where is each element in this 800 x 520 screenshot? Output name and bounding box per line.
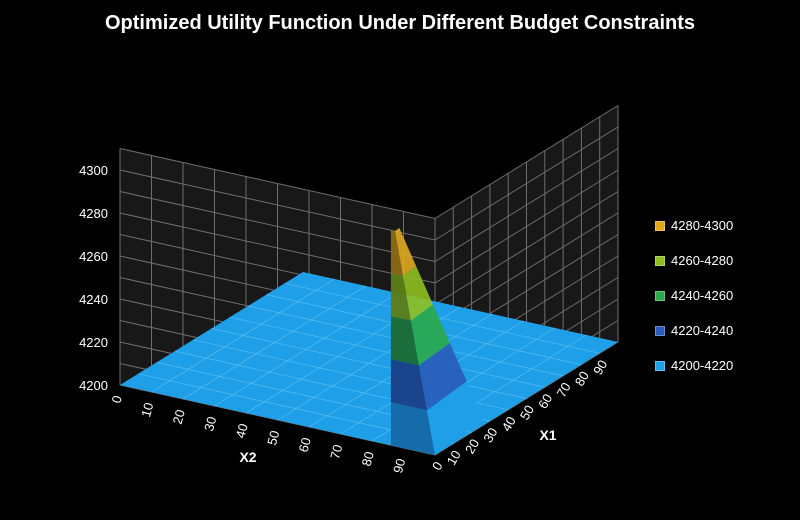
ridge-face-right (394, 227, 417, 276)
x2-tick-label: 0 (109, 394, 125, 405)
x1-axis-title: X1 (539, 427, 556, 443)
z-tick-label: 4300 (79, 163, 108, 178)
x1-tick-label: 60 (535, 391, 555, 411)
x1-tick-label: 40 (499, 414, 519, 434)
x1-tick-label: 10 (444, 448, 464, 468)
x1-tick-label: 50 (517, 403, 537, 423)
x2-axis-title: X2 (239, 449, 256, 465)
x1-tick-label: 70 (553, 380, 573, 400)
x2-tick-label: 70 (327, 443, 345, 461)
legend-item: 4260-4280 (655, 243, 733, 278)
x1-tick-label: 20 (462, 436, 482, 456)
x2-tick-label: 90 (390, 457, 408, 475)
x2-tick-label: 20 (170, 408, 188, 426)
legend-label: 4280-4300 (671, 218, 734, 233)
floor-gridline (284, 282, 600, 354)
legend-label: 4240-4260 (671, 288, 734, 303)
ridge-face-left (390, 402, 435, 455)
ridge-face-left (390, 230, 403, 276)
x2-tick-label: 60 (296, 436, 314, 454)
z-tick-label: 4200 (79, 378, 108, 393)
legend-item: 4280-4300 (655, 208, 733, 243)
legend-label: 4260-4280 (671, 253, 734, 268)
ridge-face-left (390, 359, 427, 411)
legend-swatch (655, 290, 665, 301)
ridge-face-left (390, 273, 411, 321)
chart-title: Optimized Utility Function Under Differe… (105, 12, 695, 34)
x2-tick-label: 80 (359, 450, 377, 468)
z-tick-label: 4220 (79, 335, 108, 350)
ridge-face-left (390, 316, 419, 366)
floor-gridline (229, 316, 545, 388)
z-tick-label: 4240 (79, 292, 108, 307)
legend: 4280-4300 4260-4280 4240-4260 4220-4240 4200… (655, 208, 733, 383)
x1-tick-label: 0 (429, 459, 446, 473)
floor-gridline (211, 328, 527, 399)
x1-tick-label: 90 (590, 357, 610, 377)
legend-swatch (655, 255, 665, 266)
chart-surface (120, 227, 618, 455)
x1-tick-label: 80 (572, 369, 592, 389)
z-tick-label: 4280 (79, 206, 108, 221)
x2-tick-label: 30 (201, 415, 219, 433)
legend-swatch (655, 360, 665, 371)
legend-item: 4220-4240 (655, 313, 733, 348)
ridge-face-right (426, 381, 484, 455)
ridge-face-right (402, 266, 434, 321)
legend-item: 4240-4260 (655, 278, 733, 313)
legend-label: 4220-4240 (671, 323, 734, 338)
z-tick-label: 4260 (79, 249, 108, 264)
legend-item: 4200-4220 (655, 348, 733, 383)
legend-label: 4200-4220 (671, 358, 734, 373)
ridge-face-right (418, 342, 467, 411)
x2-tick-label: 40 (233, 422, 251, 440)
x2-tick-label: 50 (264, 429, 282, 447)
legend-swatch (655, 220, 665, 231)
x1-tick-label: 30 (480, 425, 500, 445)
x2-tick-label: 10 (138, 401, 156, 419)
ridge-face-right (410, 304, 450, 366)
legend-swatch (655, 325, 665, 336)
